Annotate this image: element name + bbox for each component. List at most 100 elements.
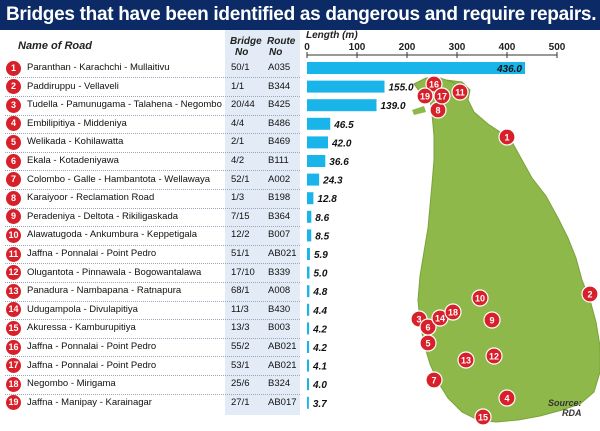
map-marker-label: 5	[425, 339, 430, 349]
row-number-badge: 13	[6, 283, 21, 299]
row-divider	[5, 77, 300, 79]
row-divider	[5, 151, 300, 153]
map-marker	[581, 285, 599, 303]
route-no: B486	[268, 117, 291, 129]
map-marker	[498, 389, 516, 407]
row-number-badge: 11	[6, 246, 21, 262]
route-no: B469	[268, 136, 291, 148]
route-no: B339	[268, 266, 291, 278]
road-name: Negombo - Mirigama	[27, 378, 116, 390]
bar-value-label: 36.6	[329, 157, 349, 168]
row-divider	[5, 393, 300, 395]
road-name: Akuressa - Kamburupitiya	[27, 322, 136, 334]
road-name: Jaffna - Ponnalai - Point Pedro	[27, 248, 157, 259]
bar-value-label: 4.0	[312, 380, 327, 391]
row-divider	[5, 207, 300, 209]
map-marker-label: 17	[437, 92, 447, 102]
header-bridge-no-1: Bridge	[230, 36, 262, 47]
road-name: Jaffna - Manipay - Karainagar	[27, 396, 152, 408]
map-marker-label: 19	[420, 92, 430, 102]
row-divider	[5, 374, 300, 376]
map-marker-label: 12	[489, 352, 499, 362]
bar-value-label: 4.8	[312, 287, 327, 298]
row-divider	[5, 133, 300, 135]
route-no: B003	[268, 322, 291, 334]
bar	[307, 229, 312, 242]
bar	[307, 266, 310, 279]
route-no: B324	[268, 378, 291, 390]
route-no: A008	[268, 285, 291, 297]
bar	[307, 117, 331, 130]
bridge-no: 12/2	[231, 229, 250, 241]
row-divider	[5, 226, 300, 228]
bridge-no: 20/44	[231, 99, 255, 111]
map-marker	[419, 318, 437, 336]
source-note: Source: RDA	[548, 398, 582, 418]
road-name: Olugantota - Pinnawala - Bogowantalawa	[27, 266, 202, 278]
route-no: B344	[268, 80, 291, 92]
bar	[307, 341, 310, 353]
bar	[307, 396, 309, 409]
row-divider	[5, 337, 300, 339]
bridge-no: 53/1	[231, 359, 250, 371]
bar	[307, 80, 385, 93]
x-tick-label: 0	[304, 42, 310, 53]
x-tick-label: 500	[549, 42, 566, 53]
row-divider	[5, 114, 300, 116]
bridge-no: 4/4	[231, 117, 245, 129]
map-marker	[474, 408, 492, 426]
road-name: Paddiruppu - Vellaveli	[27, 80, 119, 92]
map-marker	[433, 87, 451, 105]
bar	[307, 248, 310, 260]
bar-value-label: 8.5	[315, 231, 329, 242]
bar-value-label: 8.6	[315, 213, 329, 224]
row-number-badge: 19	[6, 395, 21, 411]
row-number-badge: 12	[6, 265, 21, 281]
row-number-badge: 6	[6, 153, 21, 169]
row-number-badge: 1	[6, 60, 21, 76]
row-divider	[5, 95, 300, 97]
row-divider	[5, 188, 300, 190]
bridge-no: 52/1	[231, 173, 250, 185]
bridge-no: 27/1	[231, 396, 250, 408]
bar-chart: 0 100 200 300 400 500436.0155.0139.046.542.03…	[304, 42, 566, 410]
row-number-badge: 4	[6, 116, 21, 132]
map-marker	[498, 128, 516, 146]
chart-title: Bridges that have been identified as dan…	[6, 4, 597, 25]
row-number-badge: 10	[6, 227, 21, 243]
bar	[307, 99, 377, 112]
bridge-no: 4/2	[231, 155, 245, 166]
bar	[307, 62, 525, 74]
bridge-no: 17/10	[231, 266, 255, 278]
map-marker	[457, 351, 475, 369]
row-number-badge: 9	[6, 209, 21, 225]
row-number-badge: 15	[6, 320, 21, 336]
bar-value-label: 4.1	[312, 362, 327, 373]
bridge-no: 25/6	[231, 378, 250, 390]
map-marker-label: 3	[416, 315, 421, 325]
bridge-no: 1/1	[231, 80, 245, 92]
map-marker	[425, 371, 443, 389]
bridge-no: 11/3	[231, 303, 249, 315]
map-marker-label: 6	[425, 323, 430, 333]
row-number-badge: 5	[6, 134, 21, 150]
road-name: Jaffna - Ponnalai - Point Pedro	[27, 359, 157, 371]
bar-value-label: 139.0	[381, 101, 406, 112]
bar	[307, 359, 310, 372]
row-divider	[5, 263, 300, 265]
route-no: B007	[268, 229, 291, 241]
map-marker-label: 18	[448, 308, 458, 318]
route-no: B111	[268, 155, 289, 166]
title-bar: Bridges that have been identified as dan…	[0, 0, 600, 30]
road-name: Welikada - Kohilawatta	[27, 136, 124, 148]
route-no: A002	[268, 173, 291, 185]
map-marker	[471, 289, 489, 307]
bar-value-label: 155.0	[389, 83, 414, 94]
road-name: Karaiyoor - Reclamation Road	[27, 192, 155, 204]
bar-value-label: 4.4	[312, 306, 327, 317]
road-name: Alawatugoda - Ankumbura - Keppetigala	[27, 229, 198, 241]
bridge-no: 13/3	[231, 322, 250, 334]
row-divider	[5, 356, 300, 358]
road-name: Udugampola - Divulapitiya	[27, 303, 138, 315]
